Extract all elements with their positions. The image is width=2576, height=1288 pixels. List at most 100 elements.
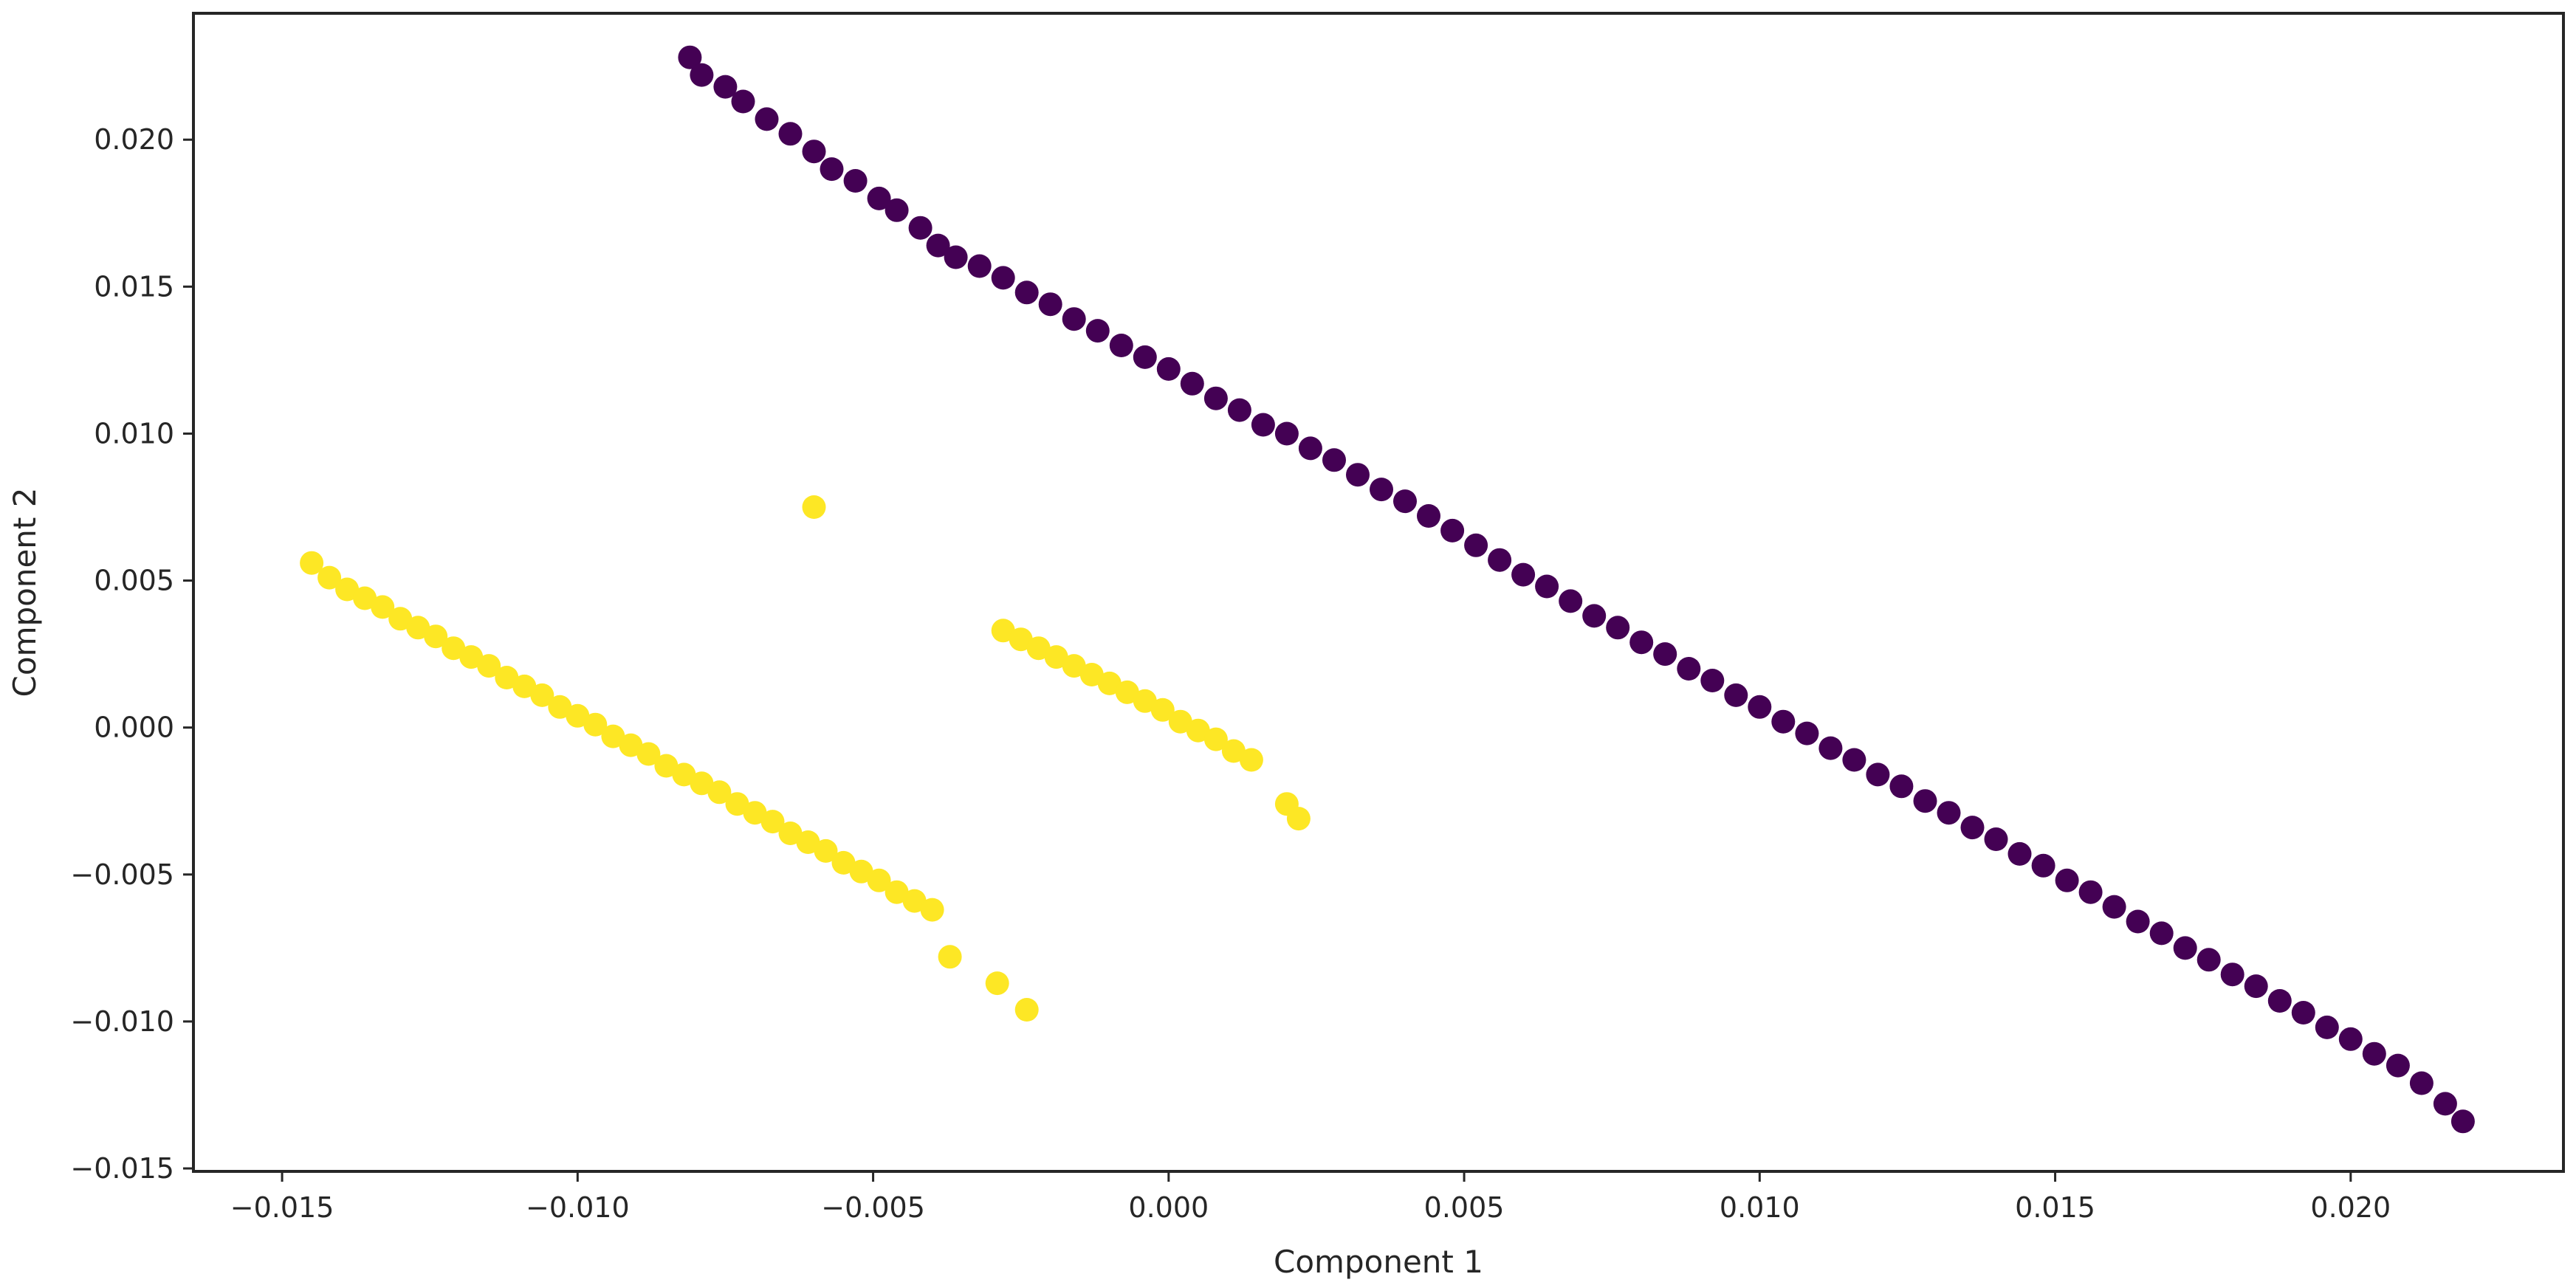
scatter-point [991, 619, 1015, 643]
scatter-point [1889, 774, 1914, 799]
scatter-point [1203, 386, 1228, 410]
scatter-point [1109, 334, 1133, 357]
scatter-point [1133, 689, 1157, 713]
scatter-point [1748, 695, 1772, 719]
x-tick-label: −0.010 [526, 1191, 630, 1224]
scatter-point [802, 140, 826, 164]
scatter-point [690, 63, 714, 87]
x-tick-label: −0.015 [230, 1191, 334, 1224]
scatter-point [1606, 616, 1630, 640]
scatter-point [1960, 816, 1985, 840]
scatter-point [1937, 801, 1961, 825]
scatter-point [1913, 789, 1937, 813]
scatter-point [2267, 989, 2292, 1013]
scatter-point [1370, 478, 1393, 502]
scatter-point [1150, 698, 1175, 722]
scatter-point [690, 771, 714, 796]
scatter-point [1417, 504, 1440, 528]
scatter-point [442, 636, 466, 661]
scatter-point [2102, 895, 2126, 919]
scatter-point [1464, 533, 1488, 557]
scatter-point [731, 89, 755, 114]
scatter-point [920, 898, 944, 922]
scatter-point [1629, 630, 1654, 655]
scatter-point [1186, 718, 1210, 743]
scatter-point [678, 45, 702, 69]
scatter-point [601, 724, 625, 748]
x-tick-label: 0.010 [1720, 1191, 1800, 1224]
scatter-point [548, 695, 572, 719]
scatter-point [1026, 636, 1051, 661]
scatter-point [1286, 807, 1311, 831]
scatter-point [371, 595, 395, 619]
scatter-point [831, 850, 856, 875]
y-axis: −0.015 −0.010 −0.005 0.000 0.005 0.010 0.015 0.… [70, 123, 193, 1185]
scatter-point [636, 742, 661, 766]
scatter-point [1079, 663, 1104, 686]
scatter-point [2291, 1001, 2315, 1024]
scatter-point [755, 107, 779, 131]
scatter-point [2078, 880, 2103, 904]
scatter-point [459, 645, 484, 669]
scatter-point [654, 754, 679, 778]
scatter-point [944, 245, 968, 269]
scatter-point [1866, 762, 1890, 787]
scatter-point [1168, 709, 1192, 734]
scatter-point [778, 122, 803, 146]
scatter-point [1559, 589, 1583, 613]
scatter-point [1227, 398, 1251, 422]
y-axis-title: Component 2 [7, 488, 43, 698]
y-tick-label: 0.005 [94, 565, 174, 597]
scatter-point [1115, 680, 1139, 704]
scatter-point [1440, 518, 1465, 543]
scatter-point [2386, 1053, 2410, 1078]
points-layer [300, 45, 2475, 1134]
scatter-point [885, 198, 909, 222]
plot-frame [192, 12, 2565, 1173]
scatter-point [1274, 421, 1299, 446]
x-tick-label: 0.005 [1424, 1191, 1505, 1224]
scatter-point [2197, 948, 2221, 972]
scatter-point [1085, 319, 1110, 343]
y-tick-label: 0.010 [94, 417, 174, 450]
scatter-point [1795, 721, 1819, 745]
scatter-point [902, 889, 927, 913]
scatter-point [2055, 868, 2079, 892]
scatter-point [849, 859, 873, 884]
scatter-point [2149, 921, 2174, 946]
scatter-point [1488, 548, 1512, 572]
scatter-point [938, 945, 962, 969]
scatter-point [2220, 962, 2244, 987]
scatter-point [530, 683, 554, 707]
scatter-point [1298, 436, 1322, 461]
scatter-point [2126, 909, 2150, 934]
scatter-point [778, 822, 803, 845]
scatter-point [2007, 841, 2032, 866]
scatter-point [814, 838, 838, 863]
scatter-point [388, 607, 413, 631]
x-tick-label: −0.005 [821, 1191, 925, 1224]
y-tick-label: −0.005 [70, 858, 174, 891]
scatter-point [1014, 280, 1039, 305]
scatter-point [908, 216, 932, 240]
scatter-point [583, 712, 608, 737]
scatter-point [796, 830, 820, 854]
scatter-point [802, 495, 826, 519]
scatter-point [1346, 463, 1370, 487]
scatter-point [707, 780, 732, 805]
scatter-point [1239, 748, 1263, 772]
x-axis: −0.015 −0.010 −0.005 0.000 0.005 0.010 0.015 0.… [230, 1171, 2391, 1224]
scatter-point [1133, 345, 1157, 369]
scatter-point [1097, 671, 1122, 695]
scatter-point [1582, 604, 1607, 628]
scatter-point [1221, 739, 1246, 763]
y-tick-label: 0.020 [94, 123, 174, 156]
scatter-point [477, 654, 501, 678]
scatter-point [512, 674, 537, 698]
scatter-point [1771, 709, 1796, 734]
scatter-point [1180, 371, 1204, 396]
scatter-point [843, 169, 868, 193]
scatter-point [1062, 307, 1086, 331]
scatter-point [335, 577, 360, 602]
